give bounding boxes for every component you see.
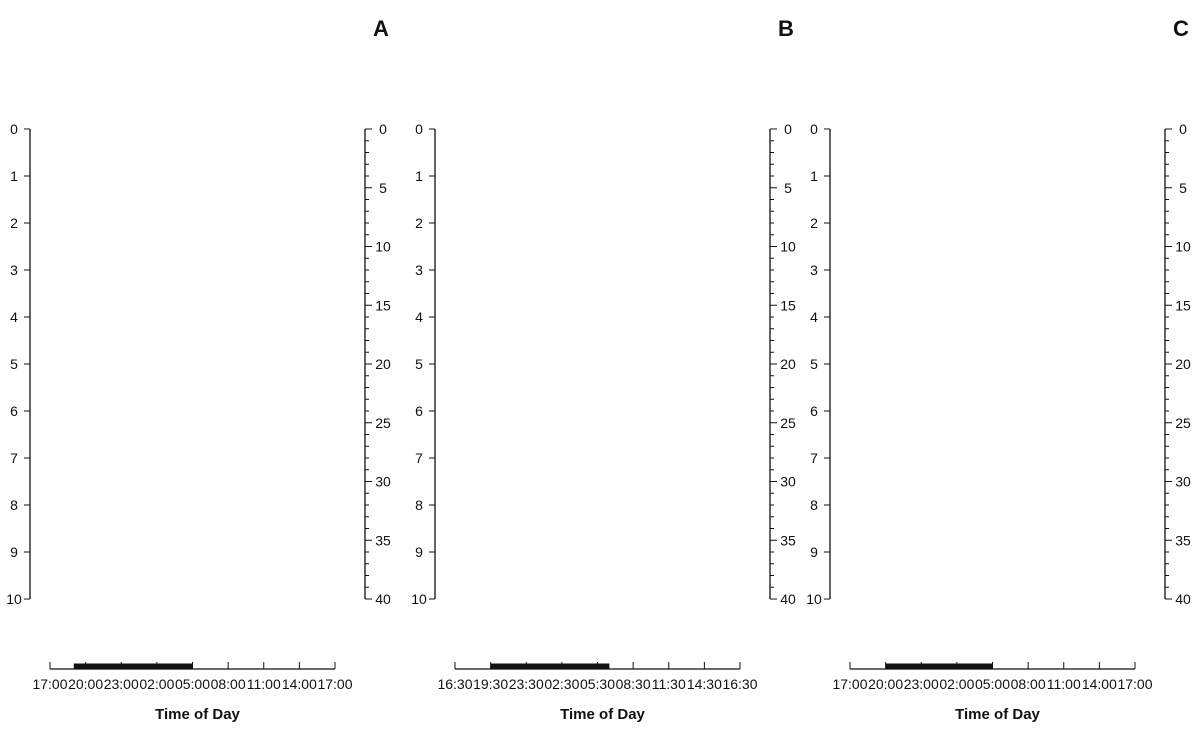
right-tick-label: 5 (379, 180, 387, 196)
left-tick-label: 1 (810, 168, 818, 184)
right-tick-label: 25 (375, 415, 391, 431)
right-tick-label: 15 (1175, 297, 1191, 313)
left-tick-label: 5 (415, 356, 423, 372)
time-tick-label: 11:00 (1047, 676, 1081, 692)
time-tick-label: 17:00 (32, 676, 67, 692)
time-tick-label: 17:00 (832, 676, 867, 692)
left-tick-label: 6 (415, 403, 423, 419)
left-tick-label: 8 (10, 497, 18, 513)
right-tick-label: 30 (780, 474, 796, 490)
time-tick-label: 16:30 (722, 676, 757, 692)
right-tick-label: 30 (1175, 474, 1191, 490)
right-tick-label: 0 (784, 121, 792, 137)
time-tick-label: 02:30 (544, 676, 579, 692)
right-tick-label: 40 (780, 591, 796, 607)
time-tick-label: 23:00 (104, 676, 139, 692)
left-tick-label: 10 (411, 591, 427, 607)
right-tick-label: 15 (375, 297, 391, 313)
panel-letter: B (778, 16, 794, 41)
left-tick-label: 2 (810, 215, 818, 231)
time-tick-label: 14:30 (687, 676, 722, 692)
time-tick-label: 08:00 (1011, 676, 1046, 692)
right-tick-label: 10 (1175, 239, 1191, 255)
time-tick-label: 08:30 (616, 676, 651, 692)
right-tick-label: 5 (784, 180, 792, 196)
right-tick-label: 20 (780, 356, 796, 372)
time-axis-title: Time of Day (560, 706, 645, 723)
left-tick-label: 5 (10, 356, 18, 372)
right-tick-label: 40 (375, 591, 391, 607)
right-tick-label: 25 (780, 415, 796, 431)
left-tick-label: 6 (10, 403, 18, 419)
left-tick-label: 4 (10, 309, 18, 325)
left-tick-label: 10 (6, 591, 22, 607)
right-tick-label: 25 (1175, 415, 1191, 431)
left-tick-label: 7 (10, 450, 18, 466)
right-tick-label: 30 (375, 474, 391, 490)
right-tick-label: 10 (780, 239, 796, 255)
left-tick-label: 9 (415, 544, 423, 560)
time-tick-label: 20:00 (68, 676, 103, 692)
right-tick-label: 20 (1175, 356, 1191, 372)
right-tick-label: 35 (780, 532, 796, 548)
panel-c: C17:00 20:00 23:00 02:00 05:00 08:00 11:00 14:0… (806, 16, 1191, 723)
right-tick-label: 40 (1175, 591, 1191, 607)
right-tick-label: 5 (1179, 180, 1187, 196)
right-tick-label: 0 (1179, 121, 1187, 137)
left-tick-label: 9 (10, 544, 18, 560)
time-tick-label: 20:00 (868, 676, 903, 692)
time-tick-label: 02:00 (939, 676, 974, 692)
panel-letter: A (373, 16, 389, 41)
time-tick-label: 14:00 (282, 676, 317, 692)
time-tick-label: 17:00 (317, 676, 352, 692)
time-tick-label: 17:00 (1117, 676, 1152, 692)
left-tick-label: 9 (810, 544, 818, 560)
left-tick-label: 10 (806, 591, 822, 607)
left-tick-label: 1 (415, 168, 423, 184)
left-tick-label: 4 (810, 309, 818, 325)
left-tick-label: 7 (415, 450, 423, 466)
left-tick-label: 0 (10, 121, 18, 137)
left-tick-label: 6 (810, 403, 818, 419)
left-tick-label: 8 (415, 497, 423, 513)
time-tick-label: 11:30 (652, 676, 686, 692)
left-tick-label: 7 (810, 450, 818, 466)
time-tick-label: 14:00 (1082, 676, 1117, 692)
left-tick-label: 0 (415, 121, 423, 137)
left-tick-label: 2 (415, 215, 423, 231)
right-tick-label: 0 (379, 121, 387, 137)
left-tick-label: 3 (415, 262, 423, 278)
time-tick-label: 05:00 (975, 676, 1010, 692)
time-axis-title: Time of Day (955, 706, 1040, 723)
left-tick-label: 3 (810, 262, 818, 278)
panel-letter: C (1173, 16, 1189, 41)
time-tick-label: 05:30 (580, 676, 615, 692)
time-tick-label: 02:00 (139, 676, 174, 692)
panel-a: A17:00 20:00 23:00 02:00 05:00 08:00 11:00 14:0… (6, 16, 391, 723)
time-axis-title: Time of Day (155, 706, 240, 723)
time-tick-label: 19:30 (473, 676, 508, 692)
right-tick-label: 15 (780, 297, 796, 313)
left-tick-label: 2 (10, 215, 18, 231)
right-tick-label: 35 (1175, 532, 1191, 548)
left-tick-label: 4 (415, 309, 423, 325)
time-tick-label: 08:00 (211, 676, 246, 692)
time-tick-label: 16:30 (437, 676, 472, 692)
left-tick-label: 5 (810, 356, 818, 372)
time-tick-label: 05:00 (175, 676, 210, 692)
left-tick-label: 1 (10, 168, 18, 184)
time-tick-label: 23:00 (904, 676, 939, 692)
left-tick-label: 8 (810, 497, 818, 513)
time-tick-label: 23:30 (509, 676, 544, 692)
left-tick-label: 3 (10, 262, 18, 278)
time-tick-label: 11:00 (247, 676, 281, 692)
left-tick-label: 0 (810, 121, 818, 137)
panel-b: B16:30 19:30 23:30 02:30 05:30 08:30 11:30 14:3… (411, 16, 796, 723)
right-tick-label: 10 (375, 239, 391, 255)
right-tick-label: 35 (375, 532, 391, 548)
right-tick-label: 20 (375, 356, 391, 372)
